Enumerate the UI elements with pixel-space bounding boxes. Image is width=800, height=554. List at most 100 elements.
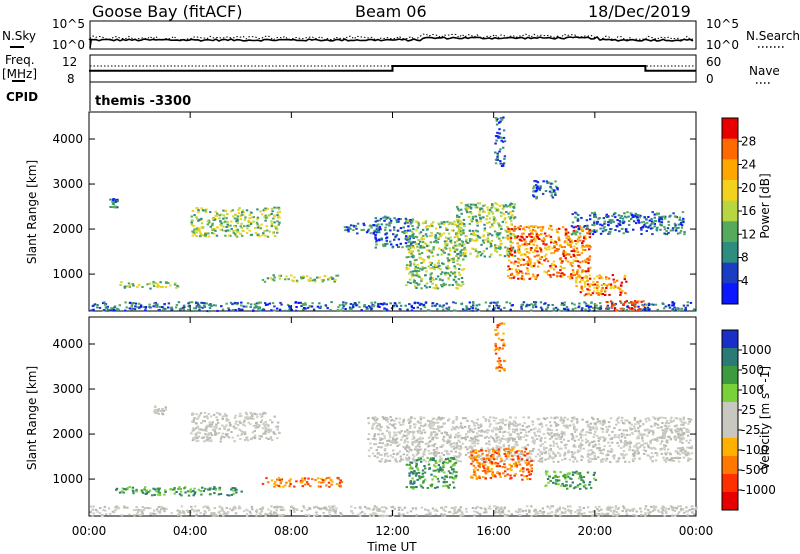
scatter-cell — [228, 229, 231, 232]
scatter-cell — [373, 419, 377, 422]
scatter-cell — [158, 510, 162, 513]
scatter-cell — [439, 235, 443, 237]
scatter-cell — [432, 278, 435, 281]
scatter-cell — [692, 308, 696, 311]
scatter-cell — [623, 429, 627, 432]
scatter-cell — [570, 277, 574, 280]
scatter-cell — [328, 514, 332, 517]
scatter-cell — [489, 209, 492, 212]
scatter-cell — [314, 478, 317, 481]
scatter-cell — [616, 219, 619, 221]
scatter-cell — [577, 306, 580, 309]
scatter-cell — [681, 448, 684, 451]
scatter-cell — [571, 269, 575, 272]
scatter-cell — [495, 417, 498, 420]
scatter-cell — [333, 280, 336, 283]
scatter-cell — [452, 421, 455, 424]
scatter-cell — [575, 418, 579, 421]
scatter-cell — [435, 451, 438, 454]
scatter-cell — [495, 433, 498, 436]
scatter-cell — [375, 508, 379, 511]
scatter-cell — [238, 428, 241, 431]
scatter-cell — [432, 246, 435, 249]
scatter-cell — [175, 491, 178, 493]
scatter-cell — [348, 226, 351, 229]
scatter-cell — [597, 293, 600, 296]
scatter-cell — [465, 209, 468, 212]
scatter-cell — [622, 232, 625, 235]
scatter-cell — [684, 421, 687, 424]
scatter-cell — [556, 434, 559, 437]
scatter-cell — [530, 450, 533, 453]
scatter-cell — [624, 419, 627, 422]
scatter-cell — [480, 429, 484, 432]
scatter-cell — [233, 217, 236, 220]
scatter-cell — [252, 417, 255, 420]
scatter-cell — [315, 511, 318, 514]
scatter-cell — [228, 421, 231, 424]
scatter-cell — [445, 302, 448, 305]
scatter-cell — [533, 248, 537, 251]
scatter-cell — [669, 453, 672, 456]
scatter-cell — [435, 450, 438, 453]
scatter-cell — [550, 266, 554, 269]
scatter-cell — [572, 248, 575, 251]
scatter-cell — [424, 460, 428, 463]
scatter-cell — [609, 417, 613, 420]
scatter-cell — [552, 309, 556, 312]
scatter-cell — [596, 447, 599, 450]
scatter-cell — [598, 505, 601, 508]
scatter-cell — [682, 304, 686, 307]
scatter-cell — [591, 230, 594, 233]
scatter-cell — [363, 305, 366, 308]
scatter-cell — [622, 505, 625, 508]
scatter-cell — [208, 493, 212, 496]
scatter-cell — [685, 506, 688, 509]
scatter-cell — [498, 237, 501, 240]
scatter-cell — [460, 302, 464, 305]
scatter-cell — [218, 217, 221, 220]
scatter-cell — [372, 514, 375, 517]
scatter-cell — [530, 452, 533, 455]
scatter-cell — [499, 425, 502, 428]
scatter-cell — [256, 208, 259, 211]
scatter-cell — [261, 213, 264, 216]
scatter-cell — [282, 508, 286, 511]
scatter-cell — [398, 417, 402, 420]
scatter-cell — [563, 507, 567, 510]
scatter-cell — [610, 304, 614, 307]
scatter-cell — [488, 255, 492, 258]
scatter-cell — [569, 245, 573, 248]
scatter-cell — [579, 514, 582, 517]
scatter-cell — [618, 457, 621, 460]
scatter-cell — [247, 219, 250, 222]
scatter-cell — [192, 231, 195, 234]
scatter-cell — [304, 514, 308, 516]
scatter-cell — [248, 217, 251, 220]
scatter-cell — [241, 234, 244, 237]
scatter-cell — [577, 275, 580, 278]
scatter-cell — [486, 431, 489, 434]
scatter-cell — [491, 447, 495, 450]
scatter-cell — [558, 309, 561, 312]
scatter-cell — [559, 275, 562, 278]
scatter-cell — [518, 251, 521, 254]
scatter-cell — [440, 445, 443, 448]
scatter-cell — [240, 490, 243, 493]
scatter-cell — [469, 203, 473, 206]
scatter-cell — [386, 420, 389, 423]
scatter-cell — [405, 284, 408, 287]
scatter-cell — [153, 493, 156, 496]
scatter-cell — [452, 229, 455, 232]
scatter-cell — [677, 226, 680, 229]
scatter-cell — [558, 447, 561, 450]
scatter-cell — [415, 272, 419, 274]
scatter-cell — [427, 449, 430, 452]
scatter-cell — [155, 305, 158, 308]
scatter-cell — [583, 281, 587, 284]
scatter-cell — [565, 232, 568, 235]
scatter-cell — [588, 244, 591, 247]
scatter-cell — [444, 242, 447, 245]
scatter-cell — [654, 505, 657, 508]
scatter-cell — [522, 227, 525, 230]
